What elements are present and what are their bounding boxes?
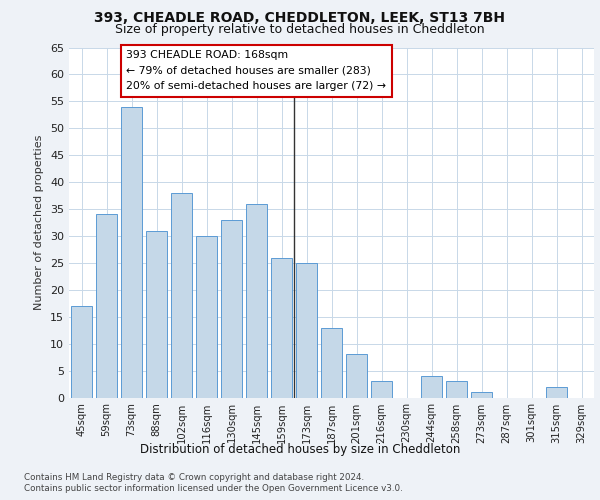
Bar bbox=[296, 263, 317, 398]
Text: Contains public sector information licensed under the Open Government Licence v3: Contains public sector information licen… bbox=[24, 484, 403, 493]
Bar bbox=[121, 106, 142, 398]
Bar bbox=[471, 392, 492, 398]
Bar bbox=[346, 354, 367, 398]
Bar bbox=[146, 230, 167, 398]
Text: Distribution of detached houses by size in Cheddleton: Distribution of detached houses by size … bbox=[140, 442, 460, 456]
Bar bbox=[371, 382, 392, 398]
Bar bbox=[446, 382, 467, 398]
Bar bbox=[246, 204, 267, 398]
Y-axis label: Number of detached properties: Number of detached properties bbox=[34, 135, 44, 310]
Text: 393, CHEADLE ROAD, CHEDDLETON, LEEK, ST13 7BH: 393, CHEADLE ROAD, CHEDDLETON, LEEK, ST1… bbox=[95, 11, 505, 25]
Text: Contains HM Land Registry data © Crown copyright and database right 2024.: Contains HM Land Registry data © Crown c… bbox=[24, 472, 364, 482]
Bar bbox=[71, 306, 92, 398]
Bar bbox=[321, 328, 342, 398]
Bar bbox=[96, 214, 117, 398]
Text: Size of property relative to detached houses in Cheddleton: Size of property relative to detached ho… bbox=[115, 22, 485, 36]
Bar bbox=[171, 193, 192, 398]
Bar bbox=[271, 258, 292, 398]
Bar bbox=[421, 376, 442, 398]
Bar bbox=[221, 220, 242, 398]
Text: 393 CHEADLE ROAD: 168sqm
← 79% of detached houses are smaller (283)
20% of semi-: 393 CHEADLE ROAD: 168sqm ← 79% of detach… bbox=[127, 50, 386, 92]
Bar bbox=[546, 386, 567, 398]
Bar bbox=[196, 236, 217, 398]
